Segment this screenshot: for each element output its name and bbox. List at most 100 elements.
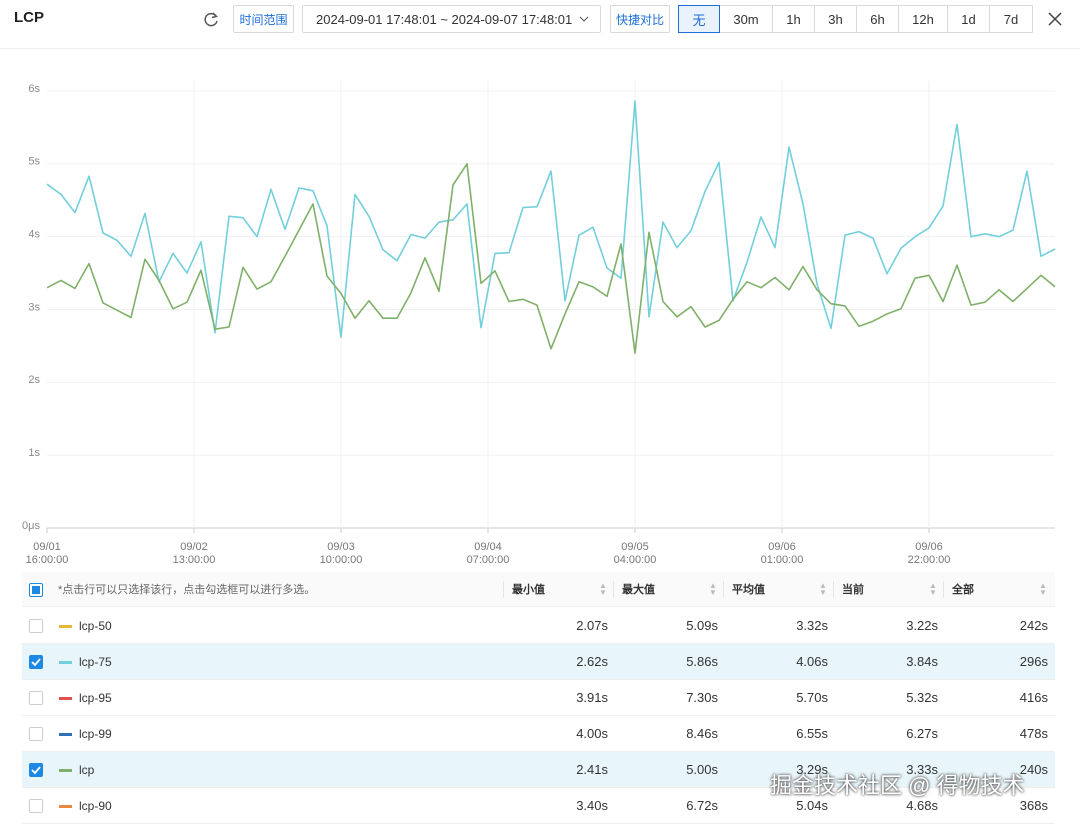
x-tick-label: 09/03 10:00:00: [319, 541, 363, 566]
y-tick-label: 4s: [28, 229, 40, 241]
x-tick-label: 09/02 13:00:00: [172, 541, 216, 566]
column-header[interactable]: 平均值: [732, 584, 765, 596]
checkbox[interactable]: [29, 619, 43, 633]
compare-option[interactable]: 无: [678, 5, 720, 33]
series-line: [46, 163, 1056, 354]
close-icon[interactable]: [1046, 10, 1064, 28]
checkbox[interactable]: [29, 691, 43, 705]
time-range-picker[interactable]: 2024-09-01 17:48:01 ~ 2024-09-07 17:48:0…: [302, 5, 601, 33]
stat-value: 6.27s: [906, 726, 938, 741]
x-tick-label: 09/06 22:00:00: [907, 541, 951, 566]
partial-mark: [32, 586, 40, 594]
column-header[interactable]: 最大值: [622, 584, 655, 596]
series-swatch: [59, 625, 72, 628]
refresh-icon[interactable]: [201, 9, 221, 29]
chart: 0μs 1s 2s 3s 4s 5s 6s: [22, 81, 1056, 533]
stat-value: 4.68s: [906, 798, 938, 813]
stat-value: 242s: [1019, 618, 1048, 633]
checkbox[interactable]: [29, 727, 43, 741]
series-swatch: [59, 769, 72, 772]
stat-value: 3.33s: [906, 762, 938, 777]
y-tick-label: 0μs: [22, 520, 40, 532]
stat-value: 5.09s: [686, 618, 718, 633]
y-tick-label: 5s: [28, 156, 40, 168]
x-tick-label: 09/05 04:00:00: [613, 541, 657, 566]
series-name: lcp-50: [79, 618, 112, 633]
series-name: lcp-75: [79, 654, 112, 669]
time-range: 2024-09-01 17:48:01 ~ 2024-09-07 17:48:0…: [316, 11, 573, 27]
stat-value: 240s: [1019, 762, 1048, 777]
page-title: LCP: [14, 9, 44, 26]
series-swatch: [59, 733, 72, 736]
stat-value: 7.30s: [686, 690, 718, 705]
stat-value: 3.84s: [906, 654, 938, 669]
table-header: *点击行可以只选择该行，点击勾选框可以进行多选。 最小值 ▲ ▼ 最大值 ▲ ▼ 平均值 ▲ ▼ 当…: [22, 572, 1055, 607]
stat-value: 3.32s: [796, 618, 828, 633]
stat-value: 8.46s: [686, 726, 718, 741]
checkbox[interactable]: [29, 799, 43, 813]
y-tick-label: 1s: [28, 447, 40, 459]
series-name: lcp-90: [79, 798, 112, 813]
column-separator: [503, 581, 504, 598]
sort-icon: ▲ ▼: [599, 581, 607, 597]
checkbox[interactable]: [29, 655, 43, 669]
stat-value: 5.86s: [686, 654, 718, 669]
compare-option[interactable]: 7d: [989, 5, 1033, 33]
watermark: 掘金技术社区 @ 得物技术: [770, 773, 1025, 798]
series-swatch: [59, 697, 72, 700]
chevron: [579, 16, 589, 22]
stat-value: 6.72s: [686, 798, 718, 813]
stat-value: 368s: [1019, 798, 1048, 813]
table-row[interactable]: lcp-50 2.07s 5.09s 3.32s 3.22s 242s: [22, 608, 1055, 644]
stat-value: 478s: [1019, 726, 1048, 741]
stat-value: 416s: [1019, 690, 1048, 705]
series-line: [46, 100, 1056, 338]
checkbox[interactable]: [29, 763, 43, 777]
y-tick-label: 6s: [28, 83, 40, 95]
table-row[interactable]: lcp-75 2.62s 5.86s 4.06s 3.84s 296s: [22, 644, 1055, 680]
stat-value: 5.32s: [906, 690, 938, 705]
stat-value: 2.07s: [576, 618, 608, 633]
check-mark: [31, 766, 41, 775]
series-name: lcp: [79, 762, 95, 777]
table-hint: *点击行可以只选择该行，点击勾选框可以进行多选。: [58, 584, 316, 596]
sort-icon: ▲ ▼: [709, 581, 717, 597]
sort-icon: ▲ ▼: [929, 581, 937, 597]
series-swatch: [59, 661, 72, 664]
table-row[interactable]: lcp-95 3.91s 7.30s 5.70s 5.32s 416s: [22, 680, 1055, 716]
stat-value: 3.22s: [906, 618, 938, 633]
column-header[interactable]: 全部: [952, 584, 974, 596]
checkbox[interactable]: [29, 583, 43, 597]
stat-value: 6.55s: [796, 726, 828, 741]
stat-value: 2.62s: [576, 654, 608, 669]
series-name: lcp-95: [79, 690, 112, 705]
stat-value: 3.40s: [576, 798, 608, 813]
column-separator: [723, 581, 724, 598]
table-row[interactable]: lcp 2.41s 5.00s 3.29s 3.33s 240s: [22, 752, 1055, 788]
stat-value: 2.41s: [576, 762, 608, 777]
column-header[interactable]: 最小值: [512, 584, 545, 596]
stat-value: 3.29s: [796, 762, 828, 777]
series-swatch: [59, 805, 72, 808]
x-tick-label: 09/01 16:00:00: [25, 541, 69, 566]
stat-value: 5.70s: [796, 690, 828, 705]
divider: [0, 48, 1080, 49]
column-header[interactable]: 当前: [842, 584, 864, 596]
compare-label[interactable]: 快捷对比: [610, 5, 670, 33]
table-row[interactable]: lcp-99 4.00s 8.46s 6.55s 6.27s 478s: [22, 716, 1055, 752]
sort-icon: ▲ ▼: [1039, 581, 1047, 597]
time-range-label[interactable]: 时间范围: [233, 5, 294, 33]
stat-value: 296s: [1019, 654, 1048, 669]
series-name: lcp-99: [79, 726, 112, 741]
column-separator: [613, 581, 614, 598]
check-mark: [31, 658, 41, 667]
y-tick-label: 2s: [28, 374, 40, 386]
stat-value: 5.04s: [796, 798, 828, 813]
x-tick-label: 09/06 01:00:00: [760, 541, 804, 566]
stat-value: 4.00s: [576, 726, 608, 741]
column-separator: [833, 581, 834, 598]
y-tick-label: 3s: [28, 301, 40, 313]
stats-table: *点击行可以只选择该行，点击勾选框可以进行多选。 最小值 ▲ ▼ 最大值 ▲ ▼ 平均值 ▲ ▼ 当…: [22, 572, 1055, 824]
column-separator: [943, 581, 944, 598]
